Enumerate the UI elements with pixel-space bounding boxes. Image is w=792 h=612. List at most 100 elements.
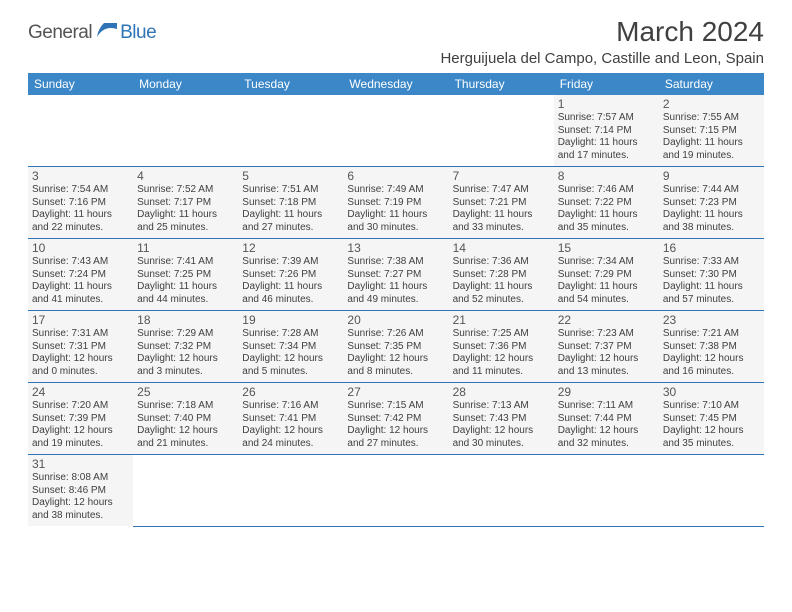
calendar-day-cell: 23Sunrise: 7:21 AMSunset: 7:38 PMDayligh… <box>659 311 764 383</box>
calendar-empty-cell <box>554 455 659 527</box>
day-info: Sunrise: 7:34 AMSunset: 7:29 PMDaylight:… <box>558 256 655 306</box>
day-number: 12 <box>242 241 339 255</box>
day-info: Sunrise: 7:41 AMSunset: 7:25 PMDaylight:… <box>137 256 234 306</box>
calendar-day-cell: 27Sunrise: 7:15 AMSunset: 7:42 PMDayligh… <box>343 383 448 455</box>
calendar-day-cell: 13Sunrise: 7:38 AMSunset: 7:27 PMDayligh… <box>343 239 448 311</box>
day-info: Sunrise: 7:28 AMSunset: 7:34 PMDaylight:… <box>242 328 339 378</box>
day-info: Sunrise: 7:16 AMSunset: 7:41 PMDaylight:… <box>242 400 339 450</box>
day-info: Sunrise: 7:57 AMSunset: 7:14 PMDaylight:… <box>558 112 655 162</box>
calendar-day-cell: 10Sunrise: 7:43 AMSunset: 7:24 PMDayligh… <box>28 239 133 311</box>
calendar-day-cell: 8Sunrise: 7:46 AMSunset: 7:22 PMDaylight… <box>554 167 659 239</box>
calendar-day-cell: 31Sunrise: 8:08 AMSunset: 8:46 PMDayligh… <box>28 455 133 527</box>
day-number: 10 <box>32 241 129 255</box>
day-number: 8 <box>558 169 655 183</box>
calendar-empty-cell <box>449 95 554 167</box>
day-number: 19 <box>242 313 339 327</box>
calendar-table: SundayMondayTuesdayWednesdayThursdayFrid… <box>28 73 764 527</box>
day-info: Sunrise: 7:15 AMSunset: 7:42 PMDaylight:… <box>347 400 444 450</box>
calendar-empty-cell <box>28 95 133 167</box>
calendar-day-cell: 6Sunrise: 7:49 AMSunset: 7:19 PMDaylight… <box>343 167 448 239</box>
day-info: Sunrise: 7:46 AMSunset: 7:22 PMDaylight:… <box>558 184 655 234</box>
day-number: 2 <box>663 97 760 111</box>
day-number: 11 <box>137 241 234 255</box>
day-number: 15 <box>558 241 655 255</box>
page-header: General Blue March 2024 Herguijuela del … <box>28 16 764 67</box>
day-number: 30 <box>663 385 760 399</box>
day-info: Sunrise: 7:33 AMSunset: 7:30 PMDaylight:… <box>663 256 760 306</box>
day-number: 18 <box>137 313 234 327</box>
calendar-day-cell: 28Sunrise: 7:13 AMSunset: 7:43 PMDayligh… <box>449 383 554 455</box>
calendar-day-cell: 26Sunrise: 7:16 AMSunset: 7:41 PMDayligh… <box>238 383 343 455</box>
day-header: Monday <box>133 73 238 95</box>
day-info: Sunrise: 7:25 AMSunset: 7:36 PMDaylight:… <box>453 328 550 378</box>
day-number: 5 <box>242 169 339 183</box>
day-info: Sunrise: 7:47 AMSunset: 7:21 PMDaylight:… <box>453 184 550 234</box>
day-info: Sunrise: 7:51 AMSunset: 7:18 PMDaylight:… <box>242 184 339 234</box>
day-info: Sunrise: 7:13 AMSunset: 7:43 PMDaylight:… <box>453 400 550 450</box>
day-number: 26 <box>242 385 339 399</box>
calendar-week-row: 31Sunrise: 8:08 AMSunset: 8:46 PMDayligh… <box>28 455 764 527</box>
title-block: March 2024 Herguijuela del Campo, Castil… <box>440 16 764 67</box>
calendar-week-row: 1Sunrise: 7:57 AMSunset: 7:14 PMDaylight… <box>28 95 764 167</box>
day-number: 23 <box>663 313 760 327</box>
calendar-day-cell: 7Sunrise: 7:47 AMSunset: 7:21 PMDaylight… <box>449 167 554 239</box>
day-info: Sunrise: 7:55 AMSunset: 7:15 PMDaylight:… <box>663 112 760 162</box>
calendar-day-cell: 15Sunrise: 7:34 AMSunset: 7:29 PMDayligh… <box>554 239 659 311</box>
day-info: Sunrise: 7:54 AMSunset: 7:16 PMDaylight:… <box>32 184 129 234</box>
calendar-day-cell: 20Sunrise: 7:26 AMSunset: 7:35 PMDayligh… <box>343 311 448 383</box>
calendar-day-cell: 22Sunrise: 7:23 AMSunset: 7:37 PMDayligh… <box>554 311 659 383</box>
calendar-day-cell: 9Sunrise: 7:44 AMSunset: 7:23 PMDaylight… <box>659 167 764 239</box>
day-number: 25 <box>137 385 234 399</box>
calendar-day-cell: 2Sunrise: 7:55 AMSunset: 7:15 PMDaylight… <box>659 95 764 167</box>
day-number: 24 <box>32 385 129 399</box>
calendar-day-cell: 25Sunrise: 7:18 AMSunset: 7:40 PMDayligh… <box>133 383 238 455</box>
calendar-day-cell: 12Sunrise: 7:39 AMSunset: 7:26 PMDayligh… <box>238 239 343 311</box>
calendar-empty-cell <box>343 95 448 167</box>
calendar-day-cell: 29Sunrise: 7:11 AMSunset: 7:44 PMDayligh… <box>554 383 659 455</box>
calendar-day-cell: 3Sunrise: 7:54 AMSunset: 7:16 PMDaylight… <box>28 167 133 239</box>
day-header: Tuesday <box>238 73 343 95</box>
day-number: 17 <box>32 313 129 327</box>
day-info: Sunrise: 7:39 AMSunset: 7:26 PMDaylight:… <box>242 256 339 306</box>
calendar-day-cell: 14Sunrise: 7:36 AMSunset: 7:28 PMDayligh… <box>449 239 554 311</box>
day-header: Sunday <box>28 73 133 95</box>
day-header: Wednesday <box>343 73 448 95</box>
calendar-week-row: 24Sunrise: 7:20 AMSunset: 7:39 PMDayligh… <box>28 383 764 455</box>
day-number: 6 <box>347 169 444 183</box>
calendar-day-cell: 16Sunrise: 7:33 AMSunset: 7:30 PMDayligh… <box>659 239 764 311</box>
day-number: 27 <box>347 385 444 399</box>
calendar-week-row: 10Sunrise: 7:43 AMSunset: 7:24 PMDayligh… <box>28 239 764 311</box>
day-info: Sunrise: 7:49 AMSunset: 7:19 PMDaylight:… <box>347 184 444 234</box>
day-info: Sunrise: 7:23 AMSunset: 7:37 PMDaylight:… <box>558 328 655 378</box>
day-number: 29 <box>558 385 655 399</box>
day-number: 9 <box>663 169 760 183</box>
day-number: 22 <box>558 313 655 327</box>
day-header: Thursday <box>449 73 554 95</box>
calendar-empty-cell <box>133 455 238 527</box>
day-info: Sunrise: 7:52 AMSunset: 7:17 PMDaylight:… <box>137 184 234 234</box>
day-info: Sunrise: 7:38 AMSunset: 7:27 PMDaylight:… <box>347 256 444 306</box>
calendar-day-cell: 30Sunrise: 7:10 AMSunset: 7:45 PMDayligh… <box>659 383 764 455</box>
calendar-empty-cell <box>238 455 343 527</box>
calendar-empty-cell <box>659 455 764 527</box>
calendar-empty-cell <box>343 455 448 527</box>
day-number: 16 <box>663 241 760 255</box>
day-info: Sunrise: 7:18 AMSunset: 7:40 PMDaylight:… <box>137 400 234 450</box>
calendar-head: SundayMondayTuesdayWednesdayThursdayFrid… <box>28 73 764 95</box>
calendar-empty-cell <box>133 95 238 167</box>
day-info: Sunrise: 7:20 AMSunset: 7:39 PMDaylight:… <box>32 400 129 450</box>
calendar-day-cell: 18Sunrise: 7:29 AMSunset: 7:32 PMDayligh… <box>133 311 238 383</box>
day-info: Sunrise: 7:36 AMSunset: 7:28 PMDaylight:… <box>453 256 550 306</box>
month-title: March 2024 <box>440 16 764 48</box>
day-number: 31 <box>32 457 129 471</box>
logo: General Blue <box>28 22 156 44</box>
day-number: 14 <box>453 241 550 255</box>
calendar-week-row: 17Sunrise: 7:31 AMSunset: 7:31 PMDayligh… <box>28 311 764 383</box>
logo-text-blue: Blue <box>120 22 156 44</box>
day-header-row: SundayMondayTuesdayWednesdayThursdayFrid… <box>28 73 764 95</box>
calendar-day-cell: 24Sunrise: 7:20 AMSunset: 7:39 PMDayligh… <box>28 383 133 455</box>
day-number: 3 <box>32 169 129 183</box>
day-number: 13 <box>347 241 444 255</box>
calendar-day-cell: 4Sunrise: 7:52 AMSunset: 7:17 PMDaylight… <box>133 167 238 239</box>
day-number: 1 <box>558 97 655 111</box>
